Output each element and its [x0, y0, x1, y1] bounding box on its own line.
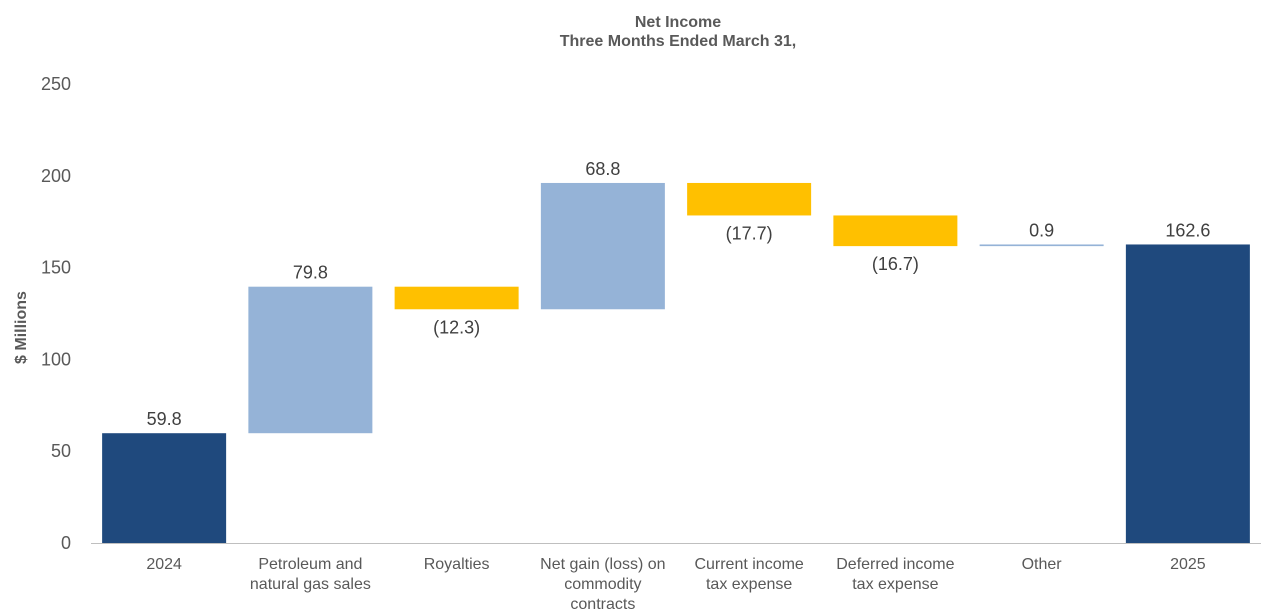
bar-increase [540, 182, 665, 310]
y-tick-label: 250 [41, 74, 71, 94]
chart-subtitle-line: Three Months Ended March 31, [560, 33, 796, 50]
x-tick-label: tax expense [852, 576, 938, 593]
data-label: 68.8 [585, 159, 620, 179]
x-tick-label: natural gas sales [250, 576, 371, 593]
y-tick-label: 200 [41, 166, 71, 186]
x-tick-label: 2025 [1170, 556, 1206, 573]
data-label: 79.8 [293, 263, 328, 283]
bar-increase [979, 244, 1104, 247]
x-tick-label: Net gain (loss) on [540, 556, 665, 573]
x-tick-label: commodity [564, 576, 641, 593]
data-label: 0.9 [1029, 220, 1054, 240]
x-axis: 2024 Petroleum and natural gas sales Royalt… [91, 543, 1261, 613]
data-label: (16.7) [872, 254, 919, 274]
bar-decrease [833, 215, 958, 247]
y-tick-label: 150 [41, 258, 71, 278]
data-label: 162.6 [1165, 220, 1210, 240]
data-labels: 59.8 79.8 (12.3) 68.8 (17.7) (16.7) 0.9 162.6 [147, 159, 1211, 429]
data-label: (17.7) [726, 223, 773, 243]
x-tick-label: 2024 [146, 556, 182, 573]
y-tick-label: 0 [61, 533, 71, 553]
chart-title-line: Net Income [635, 14, 721, 31]
y-tick-label: 50 [51, 441, 71, 461]
x-tick-label: Current income [694, 556, 803, 573]
data-label: 59.8 [147, 409, 182, 429]
bar-decrease [394, 286, 519, 310]
y-axis: 0 50 100 150 200 250 $ Millions [13, 74, 71, 553]
x-tick-label: Deferred income [836, 556, 954, 573]
bar-total [102, 433, 227, 543]
y-axis-title: $ Millions [13, 291, 30, 364]
x-tick-label: Royalties [424, 556, 490, 573]
bar-decrease [687, 182, 812, 216]
bar-increase [248, 286, 373, 434]
chart-title: Net Income Three Months Ended March 31, [560, 14, 796, 50]
data-label: (12.3) [433, 317, 480, 337]
bar-total [1125, 244, 1250, 543]
x-tick-label: tax expense [706, 576, 792, 593]
y-tick-label: 100 [41, 349, 71, 369]
x-tick-label: contracts [570, 596, 635, 613]
x-tick-label: Other [1022, 556, 1063, 573]
bars [102, 182, 1250, 543]
x-tick-label: Petroleum and [258, 556, 362, 573]
